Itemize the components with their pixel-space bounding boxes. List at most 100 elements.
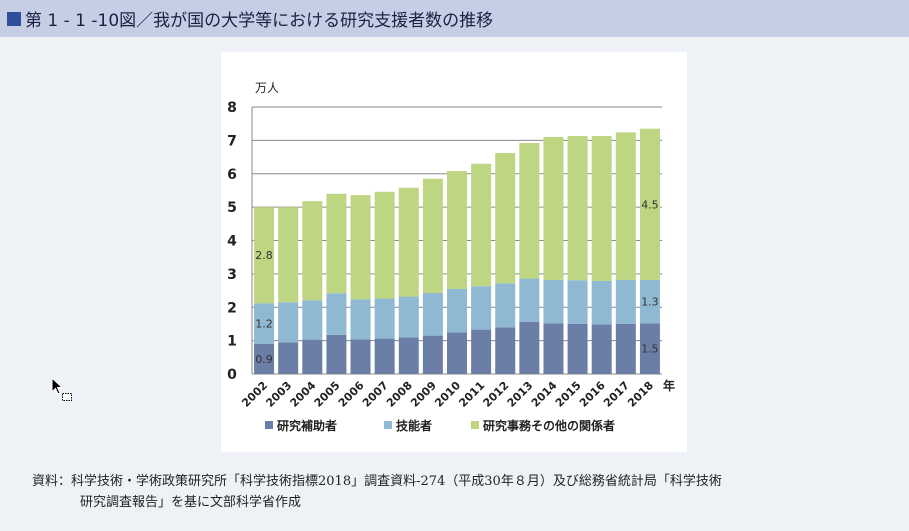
bar-segment xyxy=(326,193,347,294)
bar-segment xyxy=(374,191,395,299)
bar-segment xyxy=(567,280,588,324)
mouse-cursor-icon xyxy=(51,377,72,401)
bar-segment xyxy=(471,329,492,374)
x-tick-label: 2007 xyxy=(360,379,391,410)
legend-label: 研究事務その他の関係者 xyxy=(483,418,615,433)
x-tick-label: 2017 xyxy=(601,379,632,410)
stacked-bar-chart: 012345678万人20022003200420052006200720082… xyxy=(227,81,675,433)
bar-segment xyxy=(254,207,275,304)
bar-segment xyxy=(615,132,636,280)
bar-segment xyxy=(495,327,516,374)
bar-segment xyxy=(374,298,395,339)
y-tick-label: 5 xyxy=(227,200,237,216)
bar-segment xyxy=(326,293,347,335)
bar-segment xyxy=(591,280,612,325)
bar-segment xyxy=(302,339,323,374)
legend-label: 技能者 xyxy=(396,418,432,433)
legend-swatch xyxy=(265,421,273,429)
legend-swatch xyxy=(384,421,392,429)
y-unit-label: 万人 xyxy=(255,81,279,95)
bar-segment xyxy=(519,143,540,279)
bar-segment xyxy=(519,278,540,322)
x-tick-label: 2006 xyxy=(336,379,367,410)
bar-segment xyxy=(278,207,299,303)
bar-segment xyxy=(350,195,371,300)
source-line-1: 資料：科学技術・学術政策研究所「科学技術指標2018」調査資料-274（平成30… xyxy=(32,474,722,489)
bar-segment xyxy=(471,163,492,287)
x-tick-label: 2004 xyxy=(288,379,319,410)
y-tick-label: 7 xyxy=(227,133,237,149)
bar-segment xyxy=(374,338,395,374)
x-tick-label: 2005 xyxy=(312,379,343,410)
bar-segment xyxy=(567,136,588,281)
x-tick-label: 2018 xyxy=(625,379,656,410)
bar-segment xyxy=(543,279,564,324)
figure-title-bar: 第 1 - 1 -10図／我が国の大学等における研究支援者数の推移 xyxy=(0,0,909,37)
x-tick-label: 2008 xyxy=(384,379,415,410)
bar-segment xyxy=(495,283,516,328)
bar-segment xyxy=(422,292,443,336)
legend-label: 研究補助者 xyxy=(277,418,337,433)
data-label: 0.9 xyxy=(255,353,273,366)
data-label: 1.3 xyxy=(641,296,659,309)
bar-segment xyxy=(639,279,660,324)
bar-segment xyxy=(254,303,275,344)
bar-segment xyxy=(543,137,564,280)
x-tick-label: 2003 xyxy=(263,379,294,410)
y-tick-label: 3 xyxy=(227,267,237,283)
x-tick-label: 2002 xyxy=(239,379,270,410)
bar-segment xyxy=(495,153,516,284)
bar-segment xyxy=(278,302,299,343)
bar-segment xyxy=(591,136,612,281)
bar-segment xyxy=(350,299,371,340)
bar-segment xyxy=(422,178,443,293)
bar-segment xyxy=(398,337,419,374)
source-line-2: 研究調査報告」を基に文部科学省作成 xyxy=(80,495,302,510)
bar-segment xyxy=(447,332,467,374)
x-tick-label: 2012 xyxy=(481,379,512,410)
y-tick-label: 6 xyxy=(227,167,237,183)
data-label: 1.5 xyxy=(641,343,659,356)
data-label: 2.8 xyxy=(255,249,273,262)
x-unit-label: 年 xyxy=(663,378,675,393)
x-tick-label: 2014 xyxy=(529,379,560,410)
bar-segment xyxy=(302,300,323,340)
y-tick-label: 1 xyxy=(227,334,237,350)
x-tick-label: 2010 xyxy=(432,379,463,410)
bar-segment xyxy=(398,296,419,338)
y-tick-label: 0 xyxy=(227,367,237,383)
x-tick-label: 2013 xyxy=(505,379,536,410)
bar-segment xyxy=(326,334,347,374)
figure-title: 第 1 - 1 -10図／我が国の大学等における研究支援者数の推移 xyxy=(25,11,494,31)
bar-segment xyxy=(254,343,275,374)
bar-segment xyxy=(278,342,299,374)
x-tick-label: 2011 xyxy=(456,379,487,410)
bar-segment xyxy=(422,335,443,374)
data-label: 4.5 xyxy=(641,198,659,211)
bar-segment xyxy=(615,323,636,374)
bar-segment xyxy=(471,286,492,330)
bar-segment xyxy=(398,187,419,297)
y-tick-label: 8 xyxy=(227,100,237,116)
legend-swatch xyxy=(471,421,479,429)
x-tick-label: 2015 xyxy=(553,379,584,410)
bar-segment xyxy=(519,321,540,374)
bar-segment xyxy=(639,323,660,374)
x-tick-label: 2009 xyxy=(408,379,439,410)
chart-panel: 0 1 2 3 4 5 6 7 8 万人 2002 2003 2004 2005 2006 2007 2008 2… xyxy=(221,52,687,452)
bar-segment xyxy=(543,323,564,374)
y-tick-label: 4 xyxy=(227,234,237,250)
bar-segment xyxy=(302,201,323,301)
bar-segment xyxy=(447,288,467,333)
data-label: 1.2 xyxy=(255,318,273,331)
bar-segment xyxy=(639,128,660,280)
x-tick-label: 2016 xyxy=(577,379,608,410)
bar-segment xyxy=(615,279,636,324)
source-note: 資料：科学技術・学術政策研究所「科学技術指標2018」調査資料-274（平成30… xyxy=(32,471,892,513)
bar-segment xyxy=(567,323,588,374)
title-marker-square xyxy=(7,11,21,26)
bar-segment xyxy=(447,171,467,289)
y-tick-label: 2 xyxy=(227,300,237,316)
bar-segment xyxy=(591,324,612,374)
bar-segment xyxy=(350,339,371,374)
